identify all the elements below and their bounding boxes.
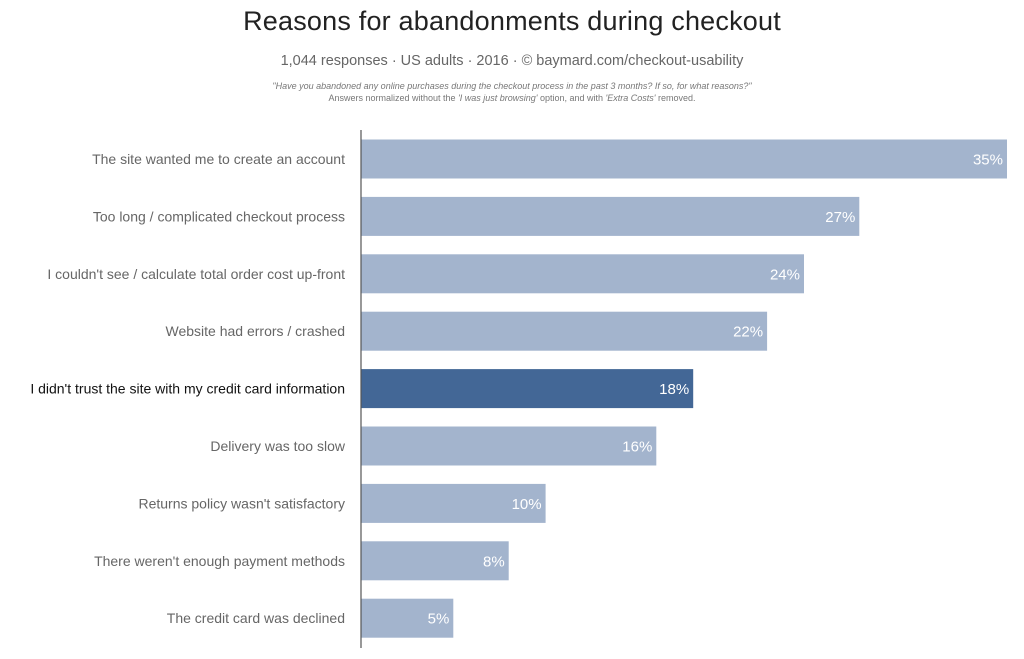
note-emphasis-extra-costs: 'Extra Costs' (605, 93, 656, 103)
category-label-4: Website had errors / crashed (166, 323, 346, 339)
category-label-8: There weren't enough payment methods (94, 553, 345, 569)
bar-9 (361, 598, 454, 638)
bar-3 (361, 254, 804, 294)
bar-2 (361, 196, 860, 236)
bar-1 (361, 139, 1007, 179)
value-label-9: 5% (428, 611, 450, 628)
normalization-note: Answers normalized without the 'I was ju… (0, 93, 1024, 103)
note-prefix: Answers normalized without the (328, 93, 459, 103)
value-label-5: 18% (659, 381, 689, 398)
bar-4 (361, 311, 768, 351)
value-label-1: 35% (973, 152, 1003, 169)
note-suffix: removed. (655, 93, 696, 103)
value-label-4: 22% (733, 324, 763, 341)
bar-5 (361, 369, 694, 409)
value-label-2: 27% (825, 209, 855, 226)
category-label-3: I couldn't see / calculate total order c… (47, 266, 345, 282)
category-label-1: The site wanted me to create an account (92, 151, 345, 167)
bar-8 (361, 541, 509, 581)
survey-question: "Have you abandoned any online purchases… (272, 81, 752, 91)
category-label-6: Delivery was too slow (210, 438, 345, 454)
note-middle: option, and with (537, 93, 606, 103)
chart-subtitle: 1,044 responses · US adults · 2016 · © b… (280, 53, 744, 69)
category-label-5: I didn't trust the site with my credit c… (30, 381, 345, 397)
value-label-7: 10% (512, 496, 542, 513)
value-label-6: 16% (622, 439, 652, 456)
chart-title: Reasons for abandonments during checkout (243, 6, 781, 36)
category-label-7: Returns policy wasn't satisfactory (138, 495, 345, 511)
note-emphasis-browsing: 'I was just browsing' (458, 93, 538, 103)
category-label-2: Too long / complicated checkout process (93, 208, 345, 224)
bar-6 (361, 426, 657, 466)
category-label-9: The credit card was declined (167, 610, 345, 626)
value-label-8: 8% (483, 553, 505, 570)
value-label-3: 24% (770, 266, 800, 283)
bars-group: The site wanted me to create an account 3… (30, 139, 1007, 638)
bar-7 (361, 483, 546, 523)
